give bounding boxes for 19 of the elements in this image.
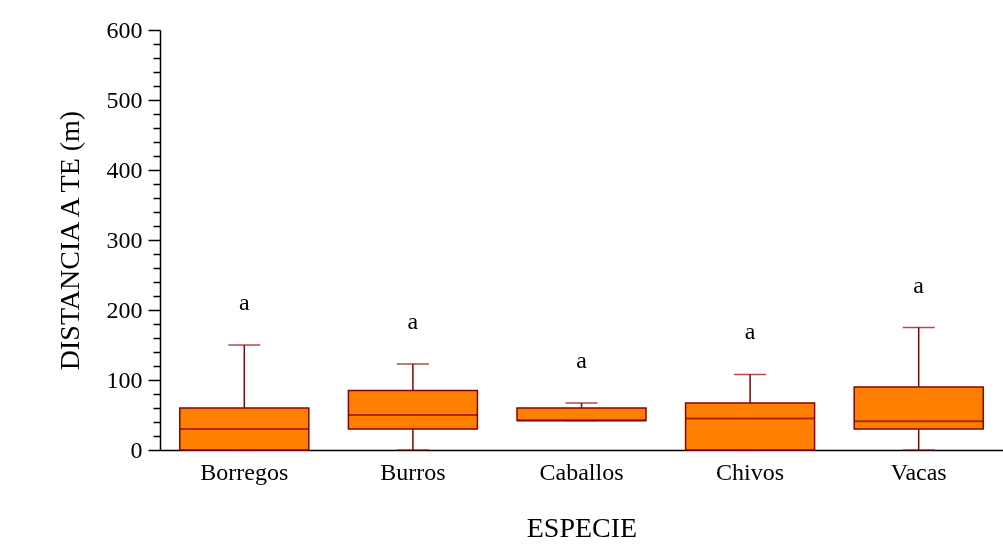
annotation: a: [744, 318, 756, 345]
y-tick-label: 300: [106, 226, 143, 253]
x-tick-label: Vacas: [890, 458, 947, 485]
x-axis-title: ESPECIE: [526, 511, 638, 543]
x-tick-label: Borregos: [200, 458, 289, 485]
y-axis-title: DISTANCIA A TE (m): [53, 110, 85, 371]
x-tick-label: Chivos: [716, 458, 785, 485]
x-tick-label: Caballos: [539, 458, 624, 485]
annotation: a: [576, 347, 588, 374]
y-tick-label: 400: [106, 156, 143, 183]
x-tick-label: Burros: [380, 458, 446, 485]
annotation: a: [913, 271, 925, 298]
annotation: a: [238, 289, 250, 315]
y-tick-label: 500: [106, 86, 143, 113]
y-tick-label: 0: [130, 436, 143, 463]
y-tick-label: 100: [106, 366, 143, 393]
y-tick-label: 200: [106, 296, 143, 323]
y-tick-label: 600: [106, 16, 143, 43]
annotation: a: [407, 307, 419, 334]
